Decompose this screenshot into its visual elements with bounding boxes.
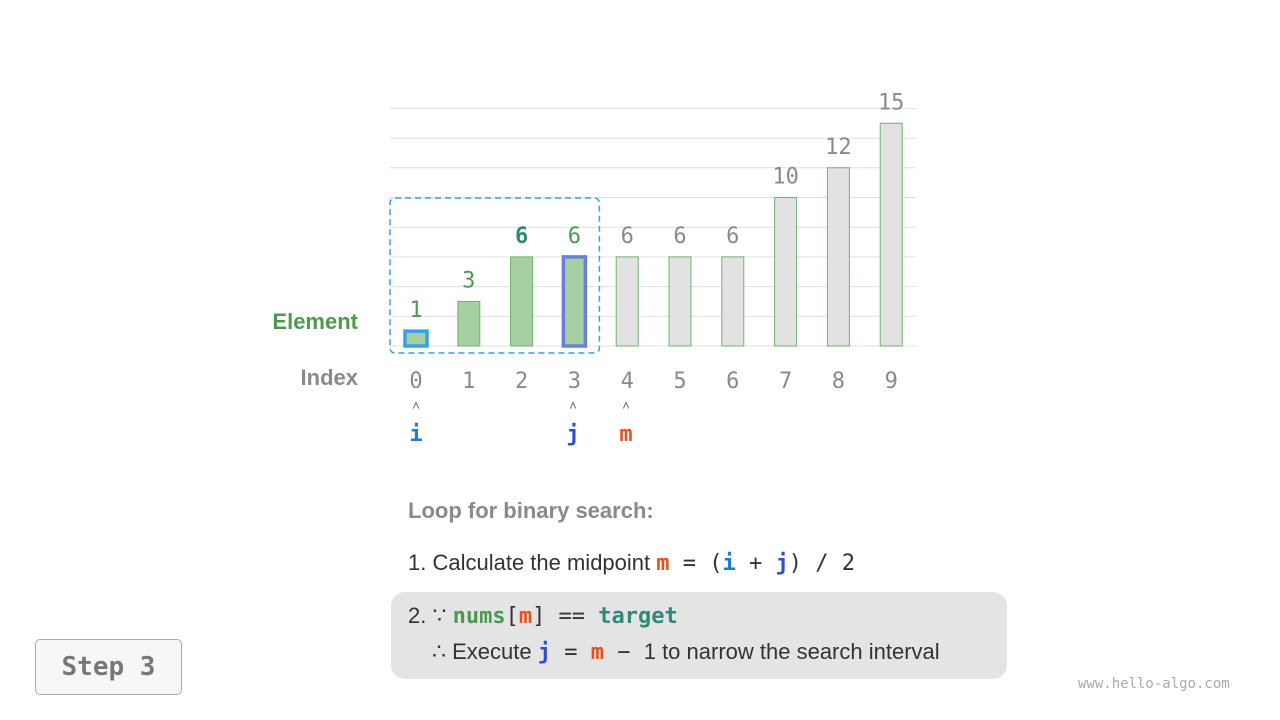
pointer-i: i bbox=[409, 422, 423, 447]
value-label: 6 bbox=[515, 224, 528, 249]
text: ] == bbox=[532, 604, 599, 629]
bar-0 bbox=[403, 329, 429, 348]
text: 1. Calculate the midpoint bbox=[408, 550, 657, 575]
value-label: 6 bbox=[726, 224, 739, 249]
text: ∴ Execute bbox=[432, 639, 538, 664]
bar-8 bbox=[826, 167, 850, 347]
text: [ bbox=[505, 604, 519, 629]
explanation-title: Loop for binary search: bbox=[408, 498, 654, 523]
index-label: 6 bbox=[726, 369, 739, 394]
value-label: 6 bbox=[621, 224, 634, 249]
value-label: 3 bbox=[462, 268, 475, 293]
value-label: 1 bbox=[409, 298, 422, 323]
value-label: 12 bbox=[825, 135, 852, 160]
pointer-m-arrow-icon: ˄ bbox=[622, 398, 630, 413]
bar-5 bbox=[668, 256, 692, 347]
bar-4 bbox=[615, 256, 639, 347]
var-nums: nums bbox=[452, 604, 506, 629]
index-label: 9 bbox=[885, 369, 898, 394]
index-label: 3 bbox=[568, 369, 581, 394]
bar-9 bbox=[879, 122, 903, 347]
var-target: target bbox=[598, 604, 678, 629]
var-j: j bbox=[775, 551, 789, 576]
text: 1 to narrow the search interval bbox=[643, 639, 940, 664]
pointer-j-arrow-icon: ˄ bbox=[569, 398, 577, 413]
var-m: m bbox=[656, 551, 670, 576]
pointer-m: m bbox=[619, 422, 633, 447]
var-m: m bbox=[590, 640, 604, 665]
element-row-label: Element bbox=[272, 309, 358, 334]
bar-6 bbox=[721, 256, 745, 347]
bar-1 bbox=[457, 300, 481, 347]
index-label: 1 bbox=[462, 369, 475, 394]
index-label: 7 bbox=[779, 369, 792, 394]
explanation-step-1: 1. Calculate the midpoint m = (i + j) / … bbox=[408, 550, 855, 576]
bar-7 bbox=[774, 197, 798, 347]
value-label: 10 bbox=[772, 165, 799, 190]
text: = bbox=[550, 640, 591, 665]
current-step-highlight bbox=[391, 592, 1007, 679]
watermark: www.hello-algo.com bbox=[1078, 676, 1230, 692]
text: − bbox=[603, 640, 644, 665]
text: = ( bbox=[669, 551, 723, 576]
var-i: i bbox=[722, 551, 736, 576]
index-row-label: Index bbox=[300, 365, 358, 390]
pointer-i-arrow-icon: ˄ bbox=[412, 398, 420, 413]
value-label: 15 bbox=[878, 90, 905, 115]
index-label: 8 bbox=[832, 369, 845, 394]
explanation-step-2-action: ∴ Execute j = m − 1 to narrow the search… bbox=[432, 639, 940, 665]
index-label: 2 bbox=[515, 369, 528, 394]
index-label: 4 bbox=[621, 369, 634, 394]
bar-3 bbox=[561, 255, 588, 348]
index-label: 0 bbox=[409, 369, 422, 394]
var-j: j bbox=[537, 640, 551, 665]
value-label: 6 bbox=[673, 224, 686, 249]
pointer-j: j bbox=[566, 422, 580, 447]
step-indicator-button[interactable]: Step 3 bbox=[35, 639, 182, 695]
text: ) / 2 bbox=[788, 551, 855, 576]
value-label: 6 bbox=[568, 224, 581, 249]
var-m: m bbox=[518, 604, 533, 629]
index-label: 5 bbox=[673, 369, 686, 394]
bar-2 bbox=[510, 256, 534, 347]
explanation-step-2: 2. ∵ nums[m] == target bbox=[408, 603, 678, 629]
text: + bbox=[735, 551, 776, 576]
text: 2. ∵ bbox=[408, 603, 453, 628]
